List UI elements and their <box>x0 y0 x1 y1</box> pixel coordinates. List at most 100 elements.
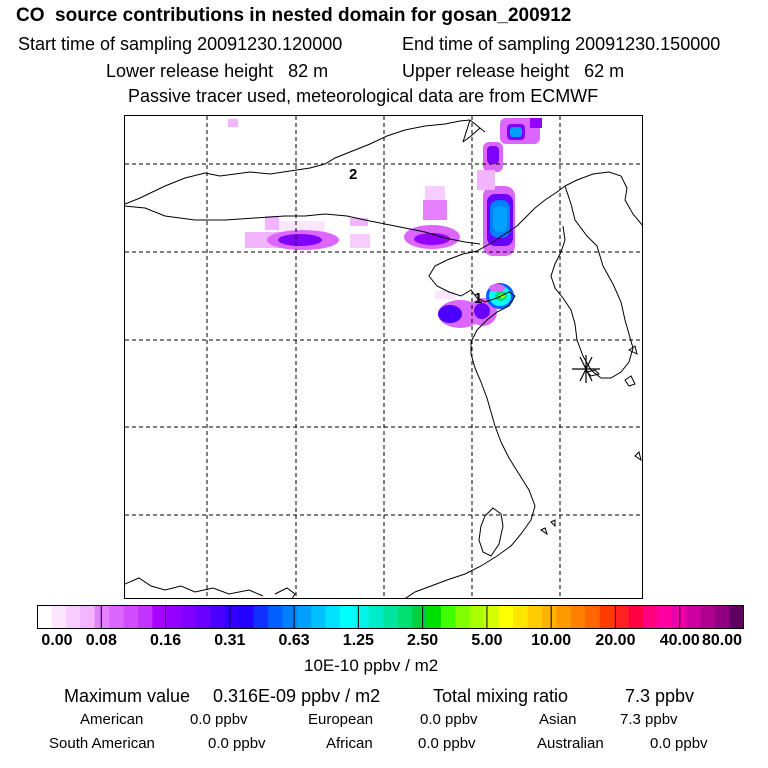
colorbar-cell <box>729 605 744 629</box>
region-name: European <box>308 711 374 728</box>
end-time: End time of sampling 20091230.150000 <box>402 34 721 54</box>
plume-patch <box>510 127 522 137</box>
colorbar-tick-label: 10.00 <box>531 632 572 649</box>
colorbar-tick-label: 0.08 <box>85 632 117 649</box>
plume-patch <box>474 303 490 319</box>
plume-patch <box>350 234 370 248</box>
colorbar-tick-label: 0.00 <box>41 632 73 649</box>
plume-patch <box>423 200 447 220</box>
plume-patch <box>275 221 325 231</box>
coast-bohai <box>428 233 536 521</box>
colorbar-cell <box>80 605 96 629</box>
colorbar-cell <box>628 605 644 629</box>
colorbar-cell <box>210 605 226 629</box>
colorbar-cell <box>715 605 731 629</box>
colorbar-cell <box>296 605 312 629</box>
colorbar-cell <box>152 605 168 629</box>
colorbar-cell <box>441 605 457 629</box>
colorbar-dividers <box>100 605 681 629</box>
colorbar-cell <box>412 605 428 629</box>
colorbar-cell <box>138 605 154 629</box>
colorbar-cell <box>397 605 413 629</box>
map-panel: 2 1 <box>124 115 643 599</box>
colorbar-tick-label: 2.50 <box>407 632 439 649</box>
plume-patch <box>425 186 445 200</box>
plume-patch <box>489 284 505 292</box>
location-label-2: 2 <box>349 166 357 183</box>
border-north <box>125 119 471 205</box>
colorbar-cell <box>354 605 370 629</box>
hainan <box>274 587 296 598</box>
colorbar-units: 10E-10 ppbv / m2 <box>304 656 439 675</box>
colorbar-cell <box>368 605 384 629</box>
island-east <box>540 451 642 536</box>
lower-release-height: Lower release height 82 m <box>106 61 329 81</box>
colorbar-cell <box>455 605 471 629</box>
coast-southwest <box>125 577 264 597</box>
colorbar-tick-label: 0.63 <box>278 632 310 649</box>
region-name: South American <box>49 735 155 752</box>
region-name: African <box>326 735 373 752</box>
border-northeast <box>462 119 481 143</box>
colorbar-cell <box>657 605 673 629</box>
colorbar-tick-label: 5.00 <box>471 632 503 649</box>
map-svg: 2 1 <box>125 116 642 598</box>
colorbar-cell <box>123 605 139 629</box>
receptor-star-icon <box>572 355 600 383</box>
colorbar-cell <box>542 605 558 629</box>
total-mixing-ratio-value: 7.3 ppbv <box>625 686 695 706</box>
colorbar-cell <box>282 605 298 629</box>
colorbar-cell <box>599 605 615 629</box>
colorbar-cell <box>614 605 630 629</box>
region-value: 0.0 ppbv <box>420 711 478 728</box>
border-mongolia <box>125 205 481 245</box>
total-mixing-ratio-label: Total mixing ratio <box>433 686 569 706</box>
plume-patch <box>477 170 495 190</box>
upper-release-height: Upper release height 62 m <box>402 61 625 81</box>
region-name: American <box>80 711 144 728</box>
grid-layer <box>125 116 642 598</box>
region-value: 0.0 ppbv <box>208 735 266 752</box>
colorbar-cell <box>484 605 500 629</box>
plume-patch <box>487 146 499 164</box>
border-inner <box>462 119 486 143</box>
tracer-note: Passive tracer used, meteorological data… <box>128 86 599 106</box>
colorbar-cell <box>643 605 659 629</box>
region-name: Asian <box>539 711 577 728</box>
plume-layer <box>228 118 542 328</box>
region-value: 0.0 ppbv <box>418 735 476 752</box>
colorbar-cell <box>267 605 283 629</box>
colorbar-cell <box>426 605 442 629</box>
plume-patch <box>438 305 462 323</box>
region-value: 0.0 ppbv <box>190 711 248 728</box>
colorbar-cell <box>65 605 81 629</box>
japan-islands <box>624 345 638 387</box>
jeju-island <box>586 369 600 377</box>
colorbar-cell <box>51 605 67 629</box>
colorbar-cell <box>513 605 529 629</box>
colorbar-cells <box>37 605 744 629</box>
coastline-layer <box>125 119 642 598</box>
start-time: Start time of sampling 20091230.120000 <box>18 34 343 54</box>
colorbar-cell <box>340 605 356 629</box>
location-label-1: 1 <box>474 290 482 307</box>
colorbar-tick-label: 40.00 <box>659 632 700 649</box>
korea-peninsula <box>550 185 634 379</box>
colorbar-cell <box>325 605 341 629</box>
colorbar-cell <box>195 605 211 629</box>
colorbar-tick-label: 0.16 <box>149 632 182 649</box>
plume-patch <box>278 234 322 246</box>
korea-northeast <box>564 171 642 226</box>
colorbar-cell <box>166 605 182 629</box>
colorbar-tick-label: 20.00 <box>595 632 636 649</box>
chart-title: CO source contributions in nested domain… <box>16 5 572 26</box>
colorbar-tick-label: 80.00 <box>701 632 743 649</box>
colorbar-cell <box>498 605 514 629</box>
colorbar-cell <box>700 605 716 629</box>
colorbar <box>37 605 744 629</box>
region-value: 7.3 ppbv <box>620 711 678 728</box>
colorbar-tick-label: 0.31 <box>214 632 246 649</box>
colorbar-cell <box>469 605 485 629</box>
colorbar-cell <box>37 605 53 629</box>
plume-patch <box>350 218 368 226</box>
